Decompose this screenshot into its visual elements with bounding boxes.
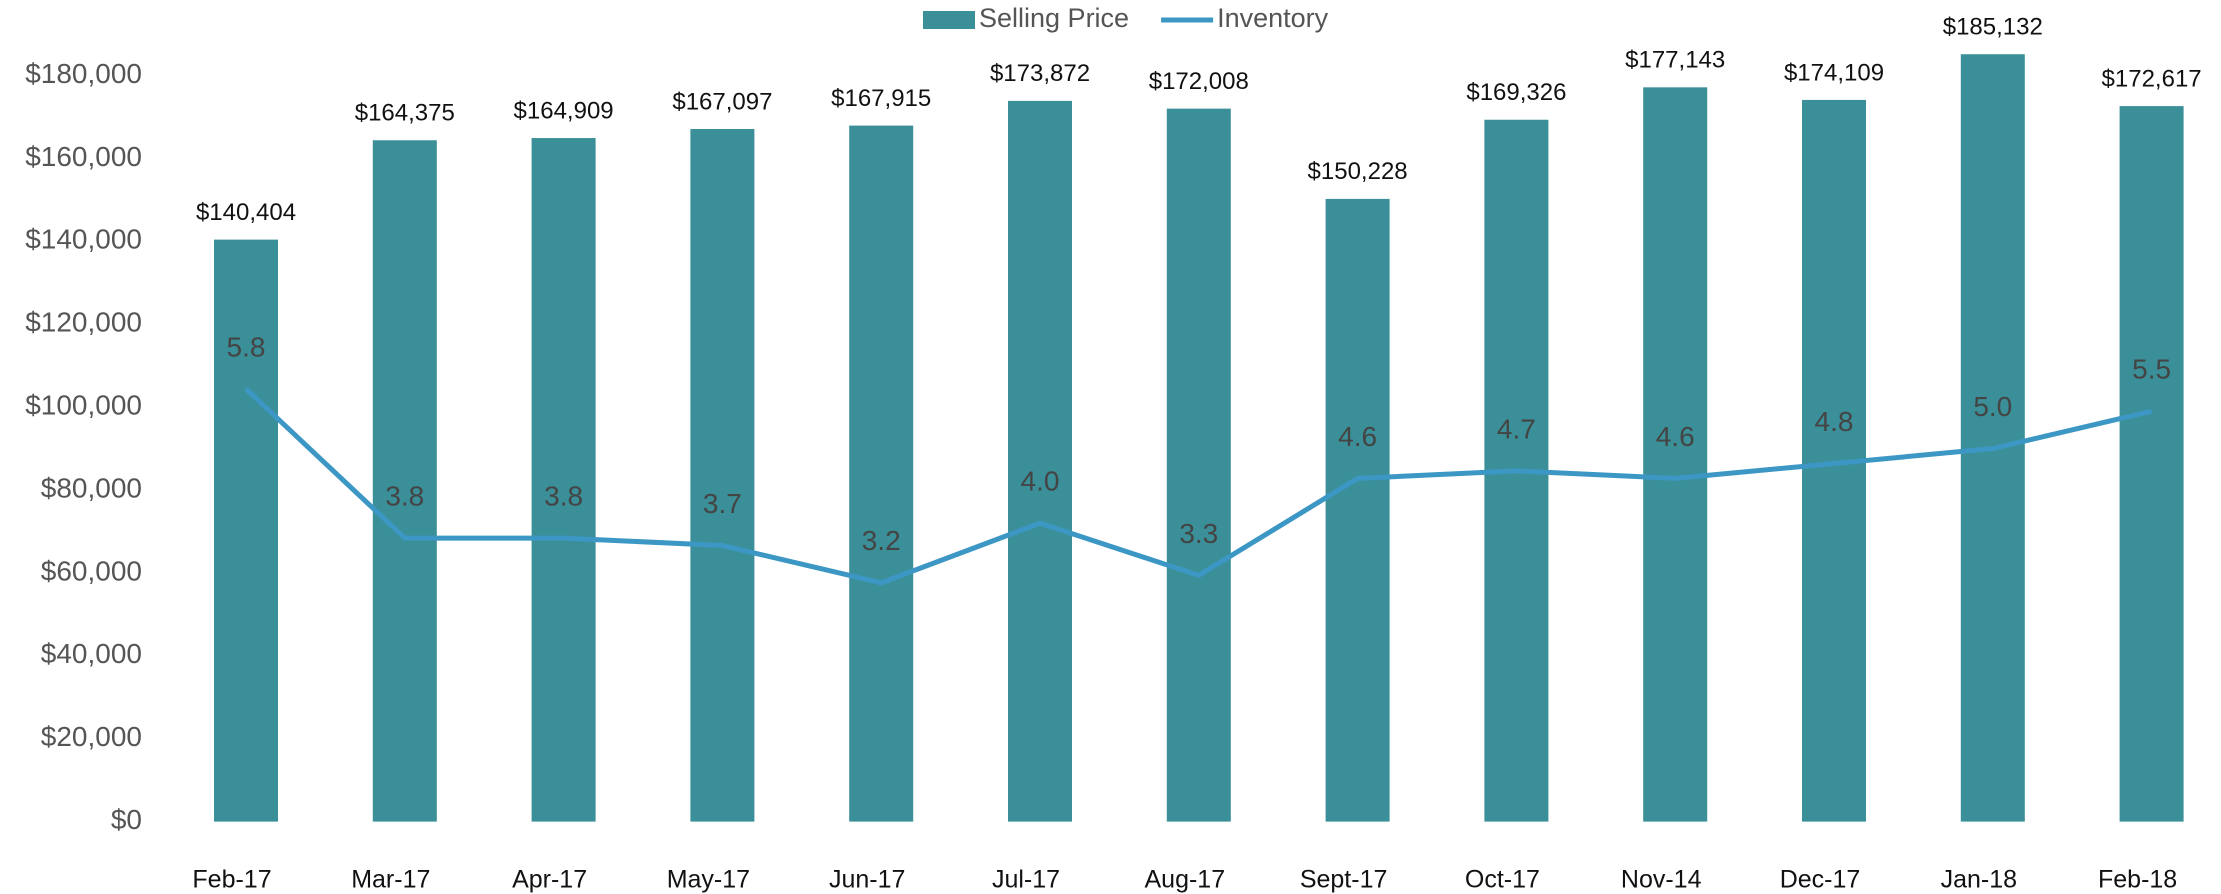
data-label: 4.0 [1021, 466, 1060, 497]
y-tick-label: $80,000 [41, 472, 142, 503]
y-tick-label: $180,000 [25, 58, 142, 89]
bar [1166, 108, 1231, 822]
data-label: 3.2 [862, 525, 901, 556]
data-label: $150,228 [1308, 158, 1408, 185]
data-label: $185,132 [1943, 14, 2043, 41]
data-label: 3.7 [703, 488, 742, 519]
data-label: 4.6 [1656, 421, 1695, 452]
data-label: $140,404 [196, 199, 296, 226]
data-label: 3.8 [385, 480, 424, 511]
data-label: $169,326 [1466, 79, 1566, 106]
y-tick-label: $40,000 [41, 638, 142, 669]
data-label: $173,872 [990, 60, 1090, 87]
x-tick-label: Sept-17 [1300, 866, 1388, 894]
line [244, 387, 2153, 586]
x-tick-label: Oct-17 [1465, 866, 1540, 894]
y-tick-label: $0 [111, 804, 142, 835]
data-label: 4.7 [1497, 413, 1536, 444]
bar [690, 128, 755, 822]
bar [1643, 87, 1708, 822]
x-tick-label: May-17 [667, 866, 750, 894]
x-tick-label: Dec-17 [1780, 866, 1861, 894]
data-label: 5.5 [2132, 354, 2171, 385]
bar [1960, 54, 2025, 822]
bar [372, 140, 437, 822]
legend-label: Inventory [1217, 3, 1329, 33]
x-tick-label: Nov-14 [1621, 866, 1702, 894]
data-label: $164,909 [514, 97, 614, 124]
x-tick-label: Aug-17 [1144, 866, 1225, 894]
x-tick-label: Jun-17 [829, 866, 905, 894]
y-tick-label: $160,000 [25, 141, 142, 172]
x-tick-label: Apr-17 [512, 866, 587, 894]
data-label: $177,143 [1625, 47, 1725, 74]
data-label: 5.8 [227, 331, 266, 362]
data-label: $172,617 [2102, 65, 2202, 92]
x-tick-label: Jul-17 [992, 866, 1060, 894]
data-label: $164,375 [355, 100, 455, 127]
y-tick-label: $20,000 [41, 721, 142, 752]
data-label: 5.0 [1973, 391, 2012, 422]
bar [214, 239, 278, 822]
legend-label: Selling Price [979, 3, 1129, 33]
y-tick-label: $120,000 [25, 307, 142, 338]
x-tick-label: Feb-17 [192, 866, 271, 894]
x-tick-label: Feb-18 [2098, 866, 2177, 894]
data-label: 4.6 [1338, 421, 1377, 452]
bar [1008, 100, 1072, 822]
x-tick-label: Jan-18 [1941, 866, 2017, 894]
data-label: $172,008 [1149, 68, 1249, 95]
data-label: 3.8 [544, 480, 583, 511]
data-label: $167,097 [672, 88, 772, 115]
data-label: $174,109 [1784, 59, 1884, 86]
bar [2119, 106, 2184, 822]
data-label: 3.3 [1179, 518, 1218, 549]
y-tick-label: $140,000 [25, 224, 142, 255]
bar [531, 138, 596, 822]
y-tick-label: $60,000 [41, 555, 142, 586]
bar [1325, 198, 1390, 822]
bar [849, 125, 914, 822]
legend-swatch [923, 11, 975, 29]
x-tick-label: Mar-17 [351, 866, 430, 894]
data-label: $167,915 [831, 85, 931, 112]
data-label: 4.8 [1815, 406, 1854, 437]
y-tick-label: $100,000 [25, 389, 142, 420]
